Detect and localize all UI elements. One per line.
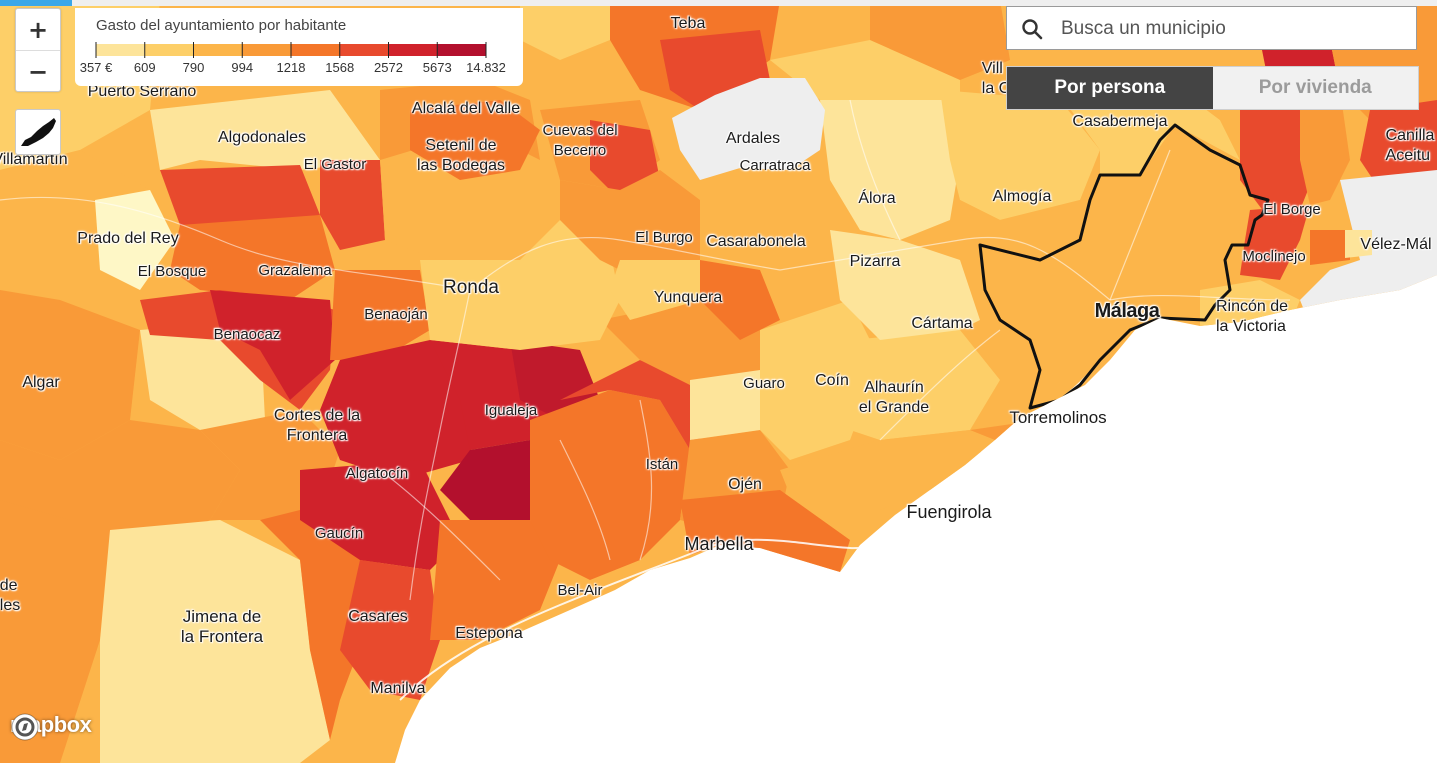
search-icon (1022, 19, 1043, 40)
legend-tick-label: 357 € (79, 60, 113, 75)
legend-color-scale (95, 42, 487, 58)
legend-tick-label: 994 (231, 60, 254, 75)
mapbox-logo[interactable]: mapbox (10, 712, 92, 741)
legend-color-bin (437, 44, 486, 56)
map-label-edge-left-partial: de les (0, 577, 21, 614)
map-label-setenil: Setenil de las Bodegas (416, 137, 506, 174)
map-label-puerto-serrano: Puerto Serrano (87, 83, 197, 100)
legend-tick-label: 2572 (374, 60, 403, 75)
legend-tick-label: 1218 (276, 60, 306, 75)
map-label-villamartin: Villamartín (0, 151, 68, 168)
map-label-teba: Teba (670, 15, 706, 32)
top-progress-accent (0, 0, 72, 6)
map-label-el-gastor: El Gastor (303, 156, 367, 173)
search-box[interactable] (1006, 6, 1417, 50)
map-label-prado-del-rey: Prado del Rey (77, 230, 179, 247)
municipality-search-input[interactable] (1059, 13, 1403, 45)
legend-color-bin (96, 44, 145, 56)
map-label-casarabonela: Casarabonela (706, 233, 806, 250)
legend-tick-label: 5673 (422, 60, 452, 75)
mapbox-icon (11, 713, 39, 741)
map-label-ojen: Ojén (728, 476, 762, 493)
map-label-algatocin: Algatocín (345, 465, 409, 482)
map-label-benaocaz: Benaocaz (213, 326, 281, 343)
legend-color-bin (339, 44, 389, 56)
canary-islands-button[interactable] (15, 109, 61, 155)
map-label-villanueva-partial: Vill la C (981, 60, 1011, 97)
map-label-coin: Coín (815, 372, 849, 389)
legend-tick-label: 1568 (325, 60, 355, 75)
zoom-control: + − (15, 8, 61, 92)
tenerife-island-icon (21, 118, 56, 146)
zoom-in-button[interactable]: + (16, 9, 60, 50)
map-label-ardales: Ardales (725, 130, 781, 147)
legend: Gasto del ayuntamiento por habitante 357… (75, 8, 523, 86)
map-label-ronda: Ronda (443, 277, 499, 298)
per-person-button[interactable]: Por persona (1007, 67, 1213, 109)
top-progress-bar (0, 0, 1437, 6)
map-label-estepona: Estepona (455, 625, 523, 642)
map-label-cortes-de-la-frontera: Cortes de la Frontera (273, 407, 361, 444)
map-label-bel-air: Bel-Air (557, 582, 603, 599)
per-dwelling-button[interactable]: Por vivienda (1212, 67, 1418, 109)
legend-title: Gasto del ayuntamiento por habitante (96, 17, 347, 34)
legend-tick-label: 14.832 (466, 60, 506, 75)
map-label-almogia: Almogía (992, 188, 1052, 205)
map-label-algodonales: Algodonales (217, 129, 307, 146)
map-label-malaga: Málaga (1094, 300, 1160, 322)
map-label-igualeja: Igualeja (484, 402, 538, 419)
legend-color-bin (242, 44, 291, 56)
map-label-torremolinos: Torremolinos (1009, 408, 1107, 427)
map-label-canillas-partial: Canilla Aceitu (1385, 127, 1435, 164)
map-label-carratraca: Carratraca (739, 157, 811, 174)
map-label-grazalema: Grazalema (258, 262, 332, 279)
legend-color-bin (193, 44, 243, 56)
map-label-benaojan: Benaoján (364, 306, 428, 323)
map-label-gaucin: Gaucín (314, 525, 364, 542)
map-label-jimena: Jimena de la Frontera (180, 607, 264, 646)
map-label-manilva: Manilva (370, 680, 426, 697)
legend-color-bin (388, 44, 438, 56)
map-label-el-bosque: El Bosque (137, 263, 207, 280)
zoom-out-button[interactable]: − (16, 51, 60, 92)
map-label-cartama: Cártama (911, 315, 973, 332)
map-label-el-burgo: El Burgo (635, 229, 693, 246)
map-label-alora: Álora (858, 190, 896, 207)
map-label-moclinejo: Moclinejo (1242, 248, 1306, 265)
map-label-alhaurin-el-grande: Alhaurín el Grande (858, 379, 930, 416)
legend-tick-label: 790 (182, 60, 205, 75)
legend-tick-label: 609 (133, 60, 156, 75)
map-label-velez-malaga-partial: Vélez-Mál (1360, 236, 1432, 253)
map-label-cuevas-del-becerro: Cuevas del Becerro (542, 122, 618, 159)
map-label-el-borge: El Borge (1263, 201, 1321, 218)
map-label-casabermeja: Casabermeja (1072, 113, 1168, 130)
legend-color-bin (144, 44, 194, 56)
metric-toggle: Por persona Por vivienda (1006, 66, 1419, 110)
zoom-divider (16, 50, 60, 51)
map-label-guaro: Guaro (743, 375, 785, 392)
map-label-pizarra: Pizarra (849, 253, 901, 270)
map-label-alcala-del-valle: Alcalá del Valle (411, 100, 521, 117)
legend-color-bin (291, 44, 340, 56)
map-label-istan: Istán (645, 456, 679, 473)
map-label-fuengirola: Fuengirola (906, 502, 992, 522)
map-label-rincon-de-la-victoria: Rincón de la Victoria (1215, 298, 1289, 335)
map-label-algar: Algar (22, 374, 60, 391)
map-label-casares: Casares (348, 608, 408, 625)
map-label-yunquera: Yunquera (653, 289, 723, 306)
map-label-marbella: Marbella (684, 534, 754, 554)
